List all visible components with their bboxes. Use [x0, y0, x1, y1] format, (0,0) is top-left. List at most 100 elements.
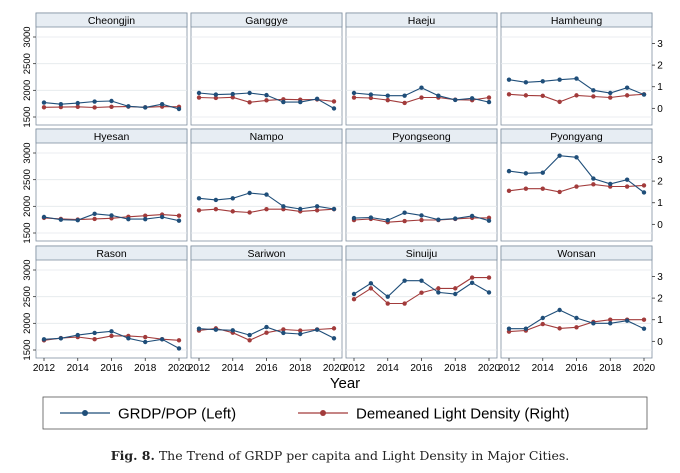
caption-text: The Trend of GRDP per capita and Light D…: [158, 448, 570, 463]
panel-title: Rason: [96, 248, 127, 260]
x-axis-tick-label: 2014: [377, 363, 400, 374]
panel-title-strip: [35, 128, 188, 144]
data-point-grdp-pop: [419, 278, 424, 283]
data-point-light-density: [351, 95, 357, 100]
panel-frame: [190, 128, 343, 242]
data-point-light-density: [143, 213, 148, 218]
data-point-grdp-pop: [109, 213, 114, 218]
x-axis-tick-label: 2012: [498, 363, 521, 374]
panel-frame: [190, 245, 343, 359]
panel-title-strip: [190, 12, 343, 28]
left-axis-tick-label: 1500: [22, 339, 33, 360]
panel-frame: [500, 12, 653, 126]
data-point-grdp-pop: [351, 215, 357, 221]
data-point-light-density: [75, 104, 80, 110]
panel-frame: [35, 128, 188, 242]
data-point-light-density: [419, 95, 424, 100]
data-point-light-density: [247, 100, 252, 105]
panel-frame: [345, 245, 498, 359]
data-point-light-density: [523, 186, 529, 191]
data-point-grdp-pop: [109, 329, 114, 334]
data-point-light-density: [540, 186, 545, 191]
panel-title: Sinuiju: [406, 248, 438, 260]
panel-title-strip: [190, 245, 343, 261]
data-point-light-density: [368, 286, 374, 291]
x-axis-title: Year: [330, 375, 360, 392]
left-axis-tick-label: 2500: [22, 169, 33, 190]
data-point-light-density: [540, 93, 545, 99]
data-point-grdp-pop: [351, 291, 357, 297]
x-axis-tick-label: 2012: [343, 363, 366, 374]
data-point-light-density: [230, 209, 235, 214]
data-point-grdp-pop: [557, 307, 562, 313]
data-point-light-density: [402, 218, 407, 224]
data-point-light-density: [419, 217, 424, 223]
data-point-light-density: [314, 208, 320, 213]
data-point-grdp-pop: [109, 98, 114, 104]
data-point-light-density: [540, 321, 545, 327]
data-point-grdp-pop: [453, 216, 458, 221]
data-point-light-density: [92, 216, 97, 222]
panel-rason: Rason 1500 2000 2500 3000 2012 2014 2016 2018 202…: [22, 245, 191, 374]
data-point-grdp-pop: [385, 218, 390, 223]
data-point-light-density: [41, 105, 47, 110]
panel-title-strip: [500, 128, 653, 144]
right-axis-tick-label: 1: [657, 82, 663, 93]
data-point-grdp-pop: [298, 99, 303, 105]
panel-pyongseong: Pyongseong: [345, 128, 498, 242]
data-point-light-density: [402, 301, 407, 306]
data-point-grdp-pop: [126, 336, 131, 341]
data-point-grdp-pop: [314, 204, 320, 209]
data-point-grdp-pop: [58, 217, 64, 222]
data-point-grdp-pop: [608, 90, 613, 96]
data-point-light-density: [331, 99, 337, 104]
data-point-grdp-pop: [58, 336, 64, 341]
left-axis-tick-label: 3000: [22, 259, 33, 280]
data-point-grdp-pop: [624, 177, 630, 182]
data-point-light-density: [331, 326, 337, 331]
x-axis-tick-label: 2012: [33, 363, 56, 374]
data-point-light-density: [591, 182, 596, 187]
data-point-light-density: [608, 317, 613, 322]
panel-title: Cheongjin: [88, 15, 135, 27]
data-point-grdp-pop: [540, 315, 545, 321]
data-point-light-density: [385, 301, 390, 306]
data-point-grdp-pop: [540, 79, 545, 84]
data-point-light-density: [247, 338, 252, 343]
data-point-light-density: [176, 338, 182, 343]
data-point-grdp-pop: [298, 206, 303, 212]
data-point-grdp-pop: [641, 326, 647, 331]
data-point-grdp-pop: [331, 106, 337, 111]
data-point-light-density: [557, 189, 562, 195]
panel-title: Wonsan: [557, 248, 595, 260]
x-axis-tick-label: 2018: [444, 363, 467, 374]
data-point-grdp-pop: [230, 328, 235, 333]
legend-label-light-density: Demeaned Light Density (Right): [356, 406, 569, 423]
data-point-grdp-pop: [469, 213, 475, 219]
data-point-light-density: [436, 286, 441, 291]
panel-frame: [345, 12, 498, 126]
data-point-grdp-pop: [159, 337, 165, 342]
data-point-grdp-pop: [469, 96, 475, 101]
panel-cheongjin: Cheongjin 1500 2000 2500 3000: [22, 12, 188, 128]
data-point-grdp-pop: [247, 332, 252, 338]
data-point-grdp-pop: [608, 321, 613, 326]
data-point-grdp-pop: [436, 290, 441, 295]
data-point-light-density: [213, 207, 219, 212]
right-axis-tick-label: 1: [657, 198, 663, 209]
panel-title-strip: [345, 128, 498, 144]
data-point-grdp-pop: [41, 214, 47, 220]
data-point-light-density: [624, 184, 630, 189]
data-point-grdp-pop: [523, 326, 529, 331]
data-point-light-density: [368, 95, 374, 101]
data-point-grdp-pop: [143, 339, 148, 345]
data-point-grdp-pop: [196, 326, 202, 331]
legend-label-grdp-pop: GRDP/POP (Left): [118, 406, 236, 423]
panel-title-strip: [500, 245, 653, 261]
panel-nampo: Nampo: [190, 128, 343, 242]
panel-haeju: Haeju: [345, 12, 498, 126]
data-point-grdp-pop: [92, 99, 97, 104]
data-point-grdp-pop: [486, 99, 492, 105]
data-point-light-density: [419, 290, 424, 295]
